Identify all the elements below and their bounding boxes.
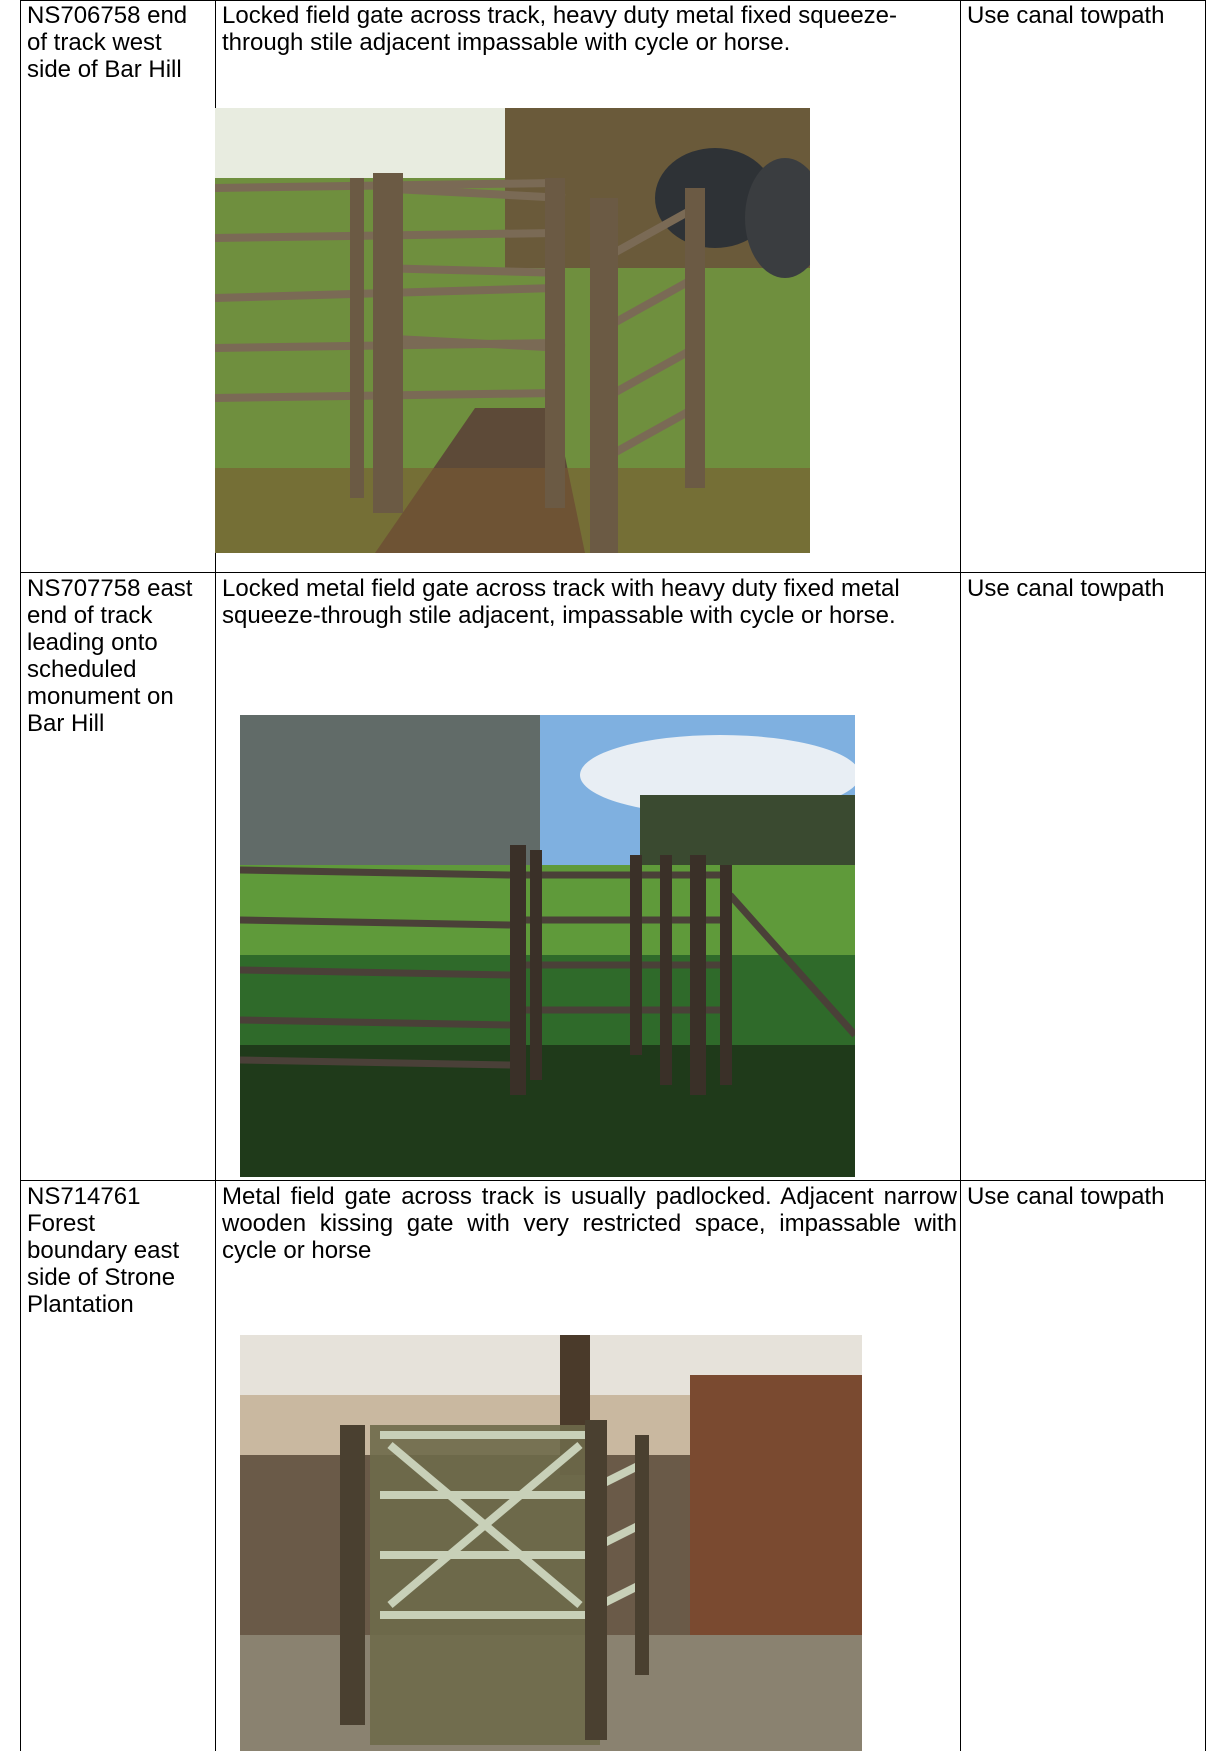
- table-border: [20, 572, 1206, 573]
- table-border: [20, 0, 21, 1751]
- description: Locked field gate across track, heavy du…: [222, 2, 898, 56]
- table-border: [1205, 0, 1206, 1751]
- table-border: [20, 0, 1206, 1]
- action: Use canal towpath: [967, 1183, 1165, 1210]
- photo: [215, 108, 810, 553]
- action: Use canal towpath: [967, 575, 1165, 602]
- location: NS706758 end of track west side of Bar H…: [27, 2, 188, 83]
- location: NS707758 east end of track leading onto …: [27, 575, 193, 737]
- location: NS714761 Forest boundary east side of St…: [27, 1183, 180, 1318]
- photo: [240, 1335, 862, 1751]
- table-border: [20, 1180, 1206, 1181]
- action: Use canal towpath: [967, 2, 1165, 29]
- description: Locked metal field gate across track wit…: [222, 575, 900, 629]
- photo: [240, 715, 855, 1177]
- table-border: [960, 0, 961, 1751]
- description: Metal field gate across track is usually…: [222, 1183, 957, 1264]
- table-border: [215, 0, 216, 1751]
